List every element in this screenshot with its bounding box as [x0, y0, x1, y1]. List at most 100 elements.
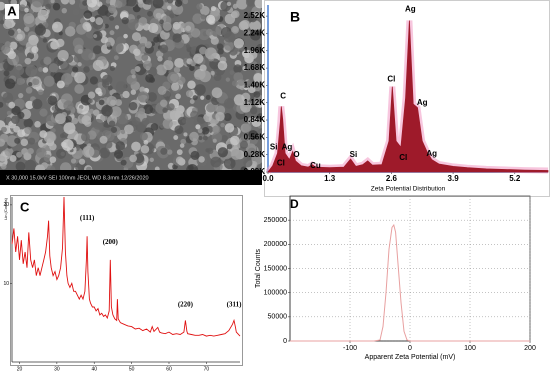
grain [249, 20, 261, 32]
grain [37, 9, 49, 21]
grain [242, 50, 251, 59]
grain [245, 30, 251, 36]
grain [138, 107, 146, 115]
grain [1, 44, 11, 54]
grain [243, 85, 249, 91]
grain [126, 0, 137, 7]
peak-label: (220) [178, 300, 194, 308]
grain [2, 92, 14, 104]
grain [99, 135, 108, 144]
y-tick-label: 1.68K [244, 63, 266, 72]
grain [150, 123, 159, 131]
x-tick-label: 0 [408, 345, 412, 352]
grain [46, 165, 56, 170]
grain [138, 1, 145, 8]
grain [42, 38, 48, 43]
grain [18, 4, 26, 12]
grain [131, 74, 136, 79]
grain [249, 107, 258, 115]
grain [26, 52, 35, 60]
panel-label: C [20, 199, 30, 214]
grain [87, 91, 96, 99]
grain [104, 140, 113, 149]
grain [174, 57, 185, 68]
grain [143, 104, 154, 115]
grain [226, 1, 232, 7]
y-axis-label: Lin (Counts) [3, 197, 8, 219]
grain [81, 48, 93, 61]
grain [82, 21, 91, 31]
grain [239, 140, 249, 149]
grain [11, 105, 21, 116]
grain [105, 41, 111, 47]
grain [172, 21, 181, 30]
grain [18, 46, 24, 53]
grain [147, 66, 158, 77]
grain [205, 14, 216, 24]
x-tick-label: 20 [17, 366, 23, 372]
grain [77, 48, 83, 54]
grain [78, 158, 86, 165]
grain [231, 80, 238, 87]
grain [43, 154, 52, 163]
grain [51, 21, 63, 33]
grain [230, 148, 242, 160]
grain [155, 12, 162, 19]
grain [49, 143, 57, 151]
grain [216, 43, 224, 50]
grain [115, 141, 126, 151]
grain [177, 76, 186, 85]
grain [249, 29, 261, 41]
grain [21, 148, 29, 156]
grain [77, 62, 82, 67]
grain [134, 65, 141, 72]
grain [182, 0, 189, 5]
grain [231, 10, 240, 19]
grain [167, 103, 175, 111]
grain [14, 137, 21, 144]
grain [124, 124, 134, 135]
grain [197, 128, 203, 134]
grain [107, 85, 113, 91]
grain [211, 87, 223, 99]
x-tick-label: 60 [166, 366, 172, 372]
grain [255, 43, 262, 54]
grain [101, 74, 113, 86]
grain [60, 0, 70, 5]
grain [7, 50, 17, 60]
grain [224, 41, 234, 51]
grain [70, 158, 77, 164]
grain [95, 17, 104, 25]
grain [169, 13, 175, 19]
x-tick-label: 70 [204, 366, 210, 372]
y-tick-label: 100000 [264, 290, 287, 297]
grain [203, 113, 212, 123]
y-tick-label: 0.00K [244, 167, 266, 176]
grain [157, 56, 163, 62]
grain [240, 133, 250, 143]
grain [63, 100, 74, 111]
grain [24, 7, 29, 13]
panel-frame [10, 195, 243, 366]
grain [114, 25, 120, 30]
grain [82, 145, 95, 158]
grain [210, 156, 222, 168]
x-tick-label: 40 [91, 366, 97, 372]
data-line [290, 223, 530, 342]
grain [122, 90, 130, 99]
grain [121, 17, 129, 25]
grain [200, 5, 210, 16]
grain [99, 147, 110, 159]
x-tick-label: 100 [464, 345, 476, 352]
grain [3, 70, 10, 77]
peak-label: Si [270, 142, 278, 151]
grain [101, 104, 113, 117]
grain [28, 8, 34, 14]
grain [72, 8, 80, 16]
grain [131, 116, 141, 126]
peak-label: C [280, 92, 286, 101]
x-tick-label: 5.2 [509, 174, 521, 183]
grain [172, 3, 184, 15]
grain [247, 85, 256, 94]
